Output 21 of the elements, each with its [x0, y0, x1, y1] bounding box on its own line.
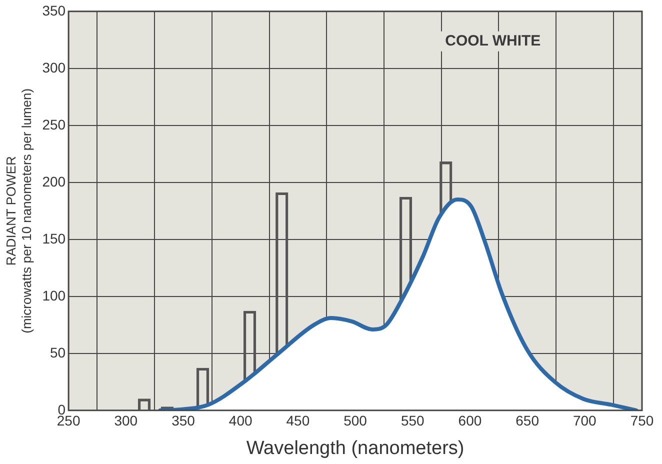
x-tick-label: 350 [172, 412, 196, 429]
annotation: COOL WHITE [445, 32, 541, 50]
y-tick-label: 100 [42, 287, 66, 304]
x-tick-label: 450 [286, 412, 310, 429]
y-tick-label: 0 [58, 401, 66, 418]
x-tick-label: 700 [572, 412, 597, 429]
y-tick-label: 200 [42, 173, 66, 190]
y-tick-label: 350 [42, 2, 66, 18]
x-tick-label: 600 [458, 412, 482, 429]
x-axis-title: Wavelength (nanometers) [246, 438, 464, 459]
x-tick-label: 300 [114, 412, 138, 429]
y-tick-label: 300 [42, 59, 66, 76]
y-tick-label: 50 [50, 344, 66, 360]
x-tick-label: 400 [228, 412, 252, 429]
x-tick-label: 750 [630, 412, 654, 429]
x-tick-label: 650 [516, 412, 540, 429]
x-tick-label: 550 [400, 412, 425, 429]
y-tick-label: 150 [42, 230, 66, 246]
y-axis-title: RADIANT POWER (microwatts per 10 nanometers per lumen) [3, 88, 34, 334]
y-tick-label: 250 [42, 116, 66, 132]
x-tick-label: 500 [344, 412, 368, 429]
